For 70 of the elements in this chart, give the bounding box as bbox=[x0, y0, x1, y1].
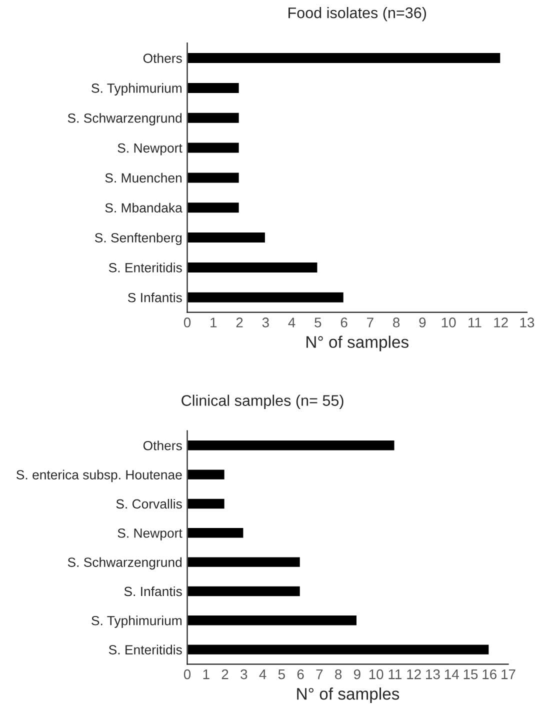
x-tick-label: 5 bbox=[314, 318, 322, 328]
x-tick-label: 10 bbox=[442, 318, 456, 328]
x-tick-label: 15 bbox=[464, 670, 478, 680]
bar bbox=[187, 584, 302, 598]
x-tick-label: 11 bbox=[388, 670, 402, 680]
bar bbox=[187, 231, 266, 244]
x-tick-label: 12 bbox=[407, 669, 421, 680]
x-tick-label: 0 bbox=[184, 669, 191, 680]
x-tick-label: 1 bbox=[203, 670, 210, 680]
x-tick-label: 6 bbox=[297, 669, 304, 680]
bar bbox=[187, 52, 502, 64]
x-tick-label: 4 bbox=[259, 670, 266, 680]
y-tick-label: S. Newport bbox=[118, 143, 182, 156]
chart-title: Food isolates (n=36) bbox=[288, 7, 426, 22]
bar bbox=[187, 497, 226, 510]
bar bbox=[187, 261, 319, 274]
y-tick-label: S. Newport bbox=[118, 528, 182, 540]
bar bbox=[187, 643, 490, 656]
y-tick-label: S. Infantis bbox=[124, 586, 182, 596]
x-tick-label: 9 bbox=[419, 318, 426, 328]
bar bbox=[187, 290, 345, 304]
y-tick-label: Others bbox=[143, 440, 182, 450]
x-tick-label: 4 bbox=[288, 318, 296, 328]
x-tick-label: 6 bbox=[340, 318, 348, 328]
y-tick-label: S. Corvallis bbox=[116, 498, 182, 509]
x-tick-label: 12 bbox=[494, 318, 508, 328]
y-tick-label: S. Typhimurium bbox=[92, 83, 182, 96]
bar bbox=[187, 141, 240, 154]
y-tick-label: S. Typhimurium bbox=[92, 616, 182, 628]
bar bbox=[187, 201, 240, 214]
x-tick-label: 14 bbox=[444, 670, 459, 680]
x-tick-label: 7 bbox=[316, 670, 323, 680]
x-tick-label: 1 bbox=[210, 318, 217, 328]
bar bbox=[187, 171, 240, 184]
y-tick-label: S. Schwarzengrund bbox=[68, 113, 182, 126]
x-tick-label: 17 bbox=[502, 670, 516, 680]
x-axis-title: N° of samples bbox=[306, 336, 408, 352]
y-tick-label: S. Enteritidis bbox=[108, 262, 182, 272]
bar bbox=[187, 556, 302, 568]
x-tick-label: 9 bbox=[354, 669, 360, 680]
y-tick-label: S. Mbandaka bbox=[105, 202, 182, 213]
y-tick-label: S. Senftenberg bbox=[94, 232, 182, 246]
x-tick-label: 2 bbox=[236, 318, 243, 328]
y-tick-label: S. enterica subsp. Houtenae bbox=[16, 470, 182, 482]
bar bbox=[187, 526, 245, 540]
x-tick-label: 3 bbox=[240, 669, 248, 680]
x-tick-label: 3 bbox=[262, 318, 269, 328]
x-tick-label: 16 bbox=[482, 669, 496, 680]
bar bbox=[187, 614, 358, 627]
x-tick-label: 5 bbox=[278, 670, 285, 680]
x-tick-label: 13 bbox=[520, 318, 534, 328]
x-tick-label: 10 bbox=[369, 669, 384, 680]
y-tick-label: Others bbox=[143, 53, 182, 63]
y-tick-label: S. Enteritidis bbox=[108, 644, 182, 654]
x-tick-label: 0 bbox=[184, 318, 191, 328]
chart-title: Clinical samples (n= 55) bbox=[182, 394, 344, 409]
x-tick-label: 8 bbox=[335, 669, 342, 680]
x-tick-label: 2 bbox=[222, 669, 228, 680]
x-tick-label: 11 bbox=[468, 318, 482, 328]
bar bbox=[187, 111, 240, 124]
bar bbox=[187, 82, 240, 94]
y-tick-label: S. Schwarzengrund bbox=[68, 557, 182, 570]
x-tick-label: 13 bbox=[426, 669, 440, 680]
y-tick-label: S Infantis bbox=[128, 292, 182, 302]
x-tick-label: 7 bbox=[367, 318, 374, 328]
bar bbox=[187, 468, 226, 481]
bar bbox=[187, 439, 396, 452]
x-axis-title: N° of samples bbox=[297, 688, 400, 704]
x-tick-label: 8 bbox=[393, 318, 400, 328]
y-tick-label: S. Muenchen bbox=[105, 172, 182, 183]
